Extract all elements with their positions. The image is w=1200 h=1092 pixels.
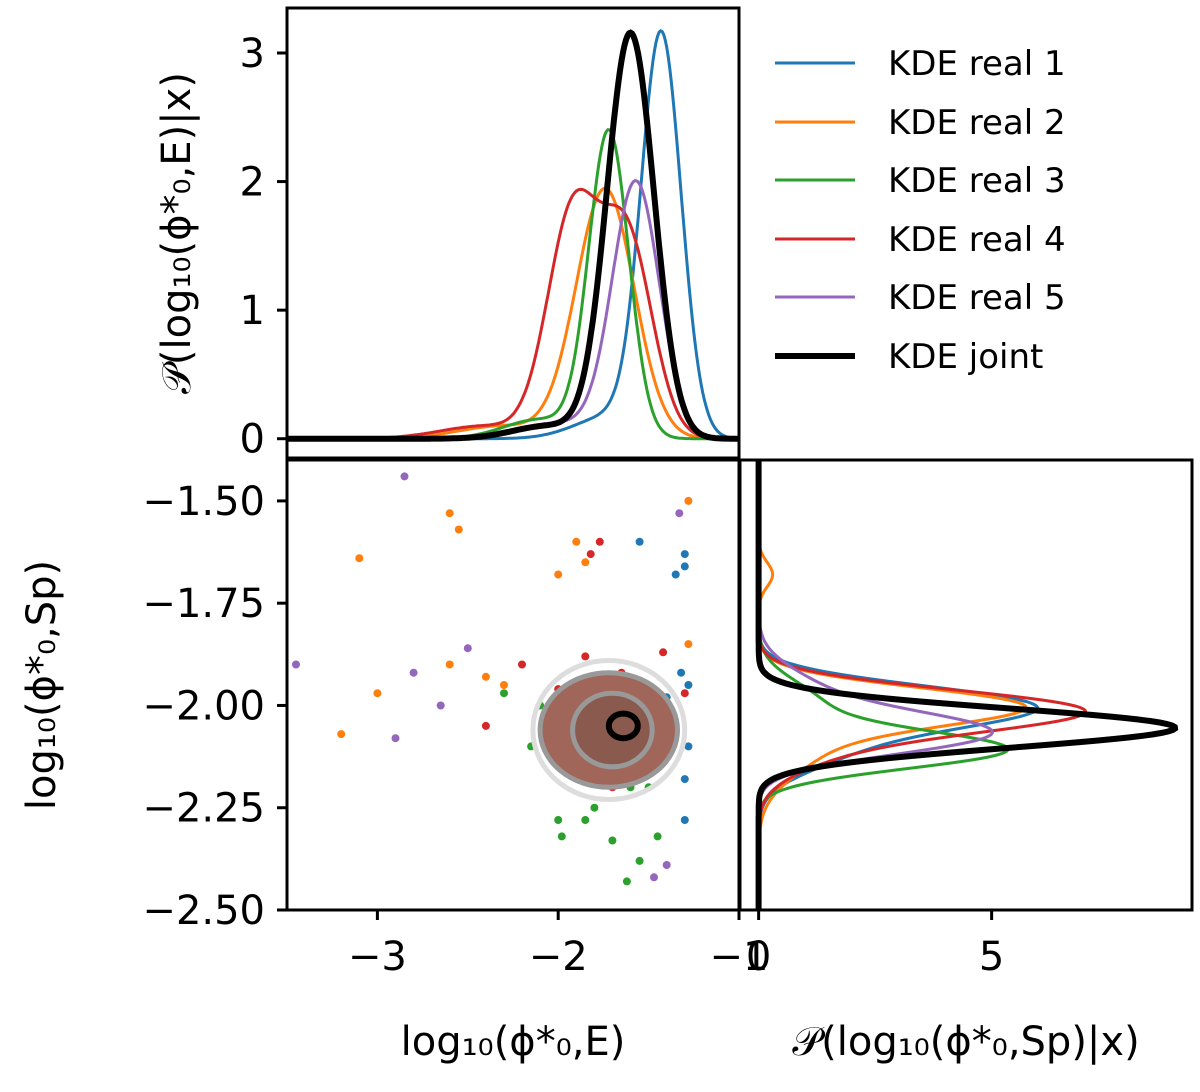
main-xtick-label: −1 [710, 934, 769, 980]
main-xtick-label: −2 [529, 934, 588, 980]
density-contour-core [605, 710, 641, 742]
scatter-point-kde-real-3 [653, 832, 662, 841]
density-contour-outer [530, 658, 688, 802]
scatter-point-kde-real-3 [590, 803, 599, 812]
scatter-point-kde-real-5 [436, 701, 445, 710]
scatter-point-kde-real-1 [680, 550, 689, 559]
right-marginal-plot [755, 460, 1179, 910]
top-ytick-label: 3 [240, 31, 265, 77]
right-xtick-label: 0 [746, 934, 771, 980]
scatter-point-kde-real-4 [680, 689, 689, 698]
scatter-point-kde-real-2 [481, 672, 490, 681]
scatter-point-kde-real-1 [680, 562, 689, 571]
right-xlabel: 𝒫(log₁₀(ϕ*₀,Sp)|x) [792, 1019, 1139, 1065]
scatter-point-kde-real-1 [677, 668, 686, 677]
main-ytick-label: −1.50 [142, 479, 265, 525]
scatter-point-kde-real-3 [581, 816, 590, 824]
scatter-point-kde-real-4 [595, 537, 604, 546]
scatter-point-kde-real-1 [635, 537, 644, 546]
main-ytick-label: −2.25 [142, 786, 265, 832]
scatter-point-kde-real-4 [518, 660, 526, 669]
scatter-point-kde-real-3 [554, 816, 563, 824]
scatter-point-kde-real-5 [662, 861, 671, 869]
main-ytick-label: −2.00 [142, 683, 265, 729]
right-kde-curve-kde-real-4 [757, 460, 1088, 910]
top-marginal-frame [285, 6, 741, 460]
scatter-point-kde-real-1 [684, 681, 693, 689]
scatter-point-kde-real-4 [659, 648, 668, 657]
scatter-point-kde-real-2 [445, 509, 454, 518]
main-ytick-label: −2.50 [142, 888, 265, 934]
scatter-point-kde-real-5 [675, 509, 684, 518]
scatter-point-kde-real-2 [337, 730, 346, 739]
scatter-point-kde-real-1 [684, 742, 693, 751]
scatter-point-kde-real-2 [373, 689, 382, 698]
scatter-point-kde-real-1 [680, 775, 689, 784]
top-kde-curve-kde-real-1 [287, 28, 739, 441]
right-xtick-label: 5 [979, 934, 1004, 980]
scatter-point-kde-real-5 [409, 668, 418, 677]
scatter-point-kde-real-2 [684, 640, 693, 649]
scatter-point-kde-real-2 [500, 681, 508, 689]
scatter-point-kde-real-1 [671, 570, 680, 579]
legend-label-real1: KDE real 1 [888, 44, 1066, 84]
legend-label-real2: KDE real 2 [888, 103, 1066, 143]
scatter-point-kde-real-2 [454, 525, 463, 534]
top-kde-curve-kde-real-4 [287, 187, 739, 441]
top-kde-curve-kde-joint [287, 29, 739, 442]
scatter-point-kde-real-2 [572, 537, 581, 546]
scatter-point-kde-real-3 [500, 689, 508, 698]
main-ylabel: log₁₀(ϕ*₀,Sp) [19, 560, 65, 810]
scatter-point-kde-real-3 [622, 877, 631, 886]
scatter-point-kde-real-5 [292, 660, 300, 669]
joint-scatter-plot [292, 472, 693, 886]
top-marginal-plot [287, 28, 739, 442]
scatter-point-kde-real-5 [650, 873, 658, 882]
legend-label-joint: KDE joint [888, 337, 1043, 377]
joint-panel-frame [285, 458, 741, 912]
scatter-point-kde-real-3 [608, 836, 617, 845]
top-ytick-label: 0 [240, 417, 265, 463]
legend: KDE real 1 KDE real 2 KDE real 3 KDE rea… [775, 44, 1066, 377]
legend-label-real4: KDE real 4 [888, 220, 1066, 260]
scatter-point-kde-real-3 [635, 856, 644, 865]
scatter-point-kde-real-2 [554, 570, 563, 579]
right-marginal-frame [738, 458, 1194, 912]
main-xtick-label: −3 [348, 934, 407, 980]
scatter-point-kde-real-2 [581, 558, 590, 567]
main-ytick-label: −1.75 [142, 581, 265, 627]
scatter-point-kde-real-5 [400, 472, 409, 481]
top-kde-curve-kde-real-2 [287, 186, 739, 441]
scatter-point-kde-real-4 [481, 721, 490, 730]
scatter-point-kde-real-2 [684, 496, 693, 505]
scatter-point-kde-real-4 [586, 550, 595, 559]
legend-label-real3: KDE real 3 [888, 161, 1066, 201]
scatter-point-kde-real-1 [680, 816, 689, 824]
scatter-point-kde-real-5 [463, 644, 472, 653]
top-ytick-label: 2 [240, 160, 265, 206]
scatter-point-kde-real-5 [391, 734, 400, 743]
legend-label-real5: KDE real 5 [888, 278, 1066, 318]
top-ytick-label: 1 [240, 288, 265, 334]
scatter-point-kde-real-4 [581, 652, 590, 661]
top-ylabel: 𝒫(log₁₀(ϕ*₀,E)|x) [154, 72, 200, 394]
scatter-point-kde-real-3 [557, 832, 566, 841]
scatter-point-kde-real-2 [355, 554, 364, 563]
right-kde-curve-kde-joint [755, 460, 1179, 910]
scatter-point-kde-real-2 [445, 660, 454, 669]
main-xlabel: log₁₀(ϕ*₀,E) [401, 1019, 626, 1065]
